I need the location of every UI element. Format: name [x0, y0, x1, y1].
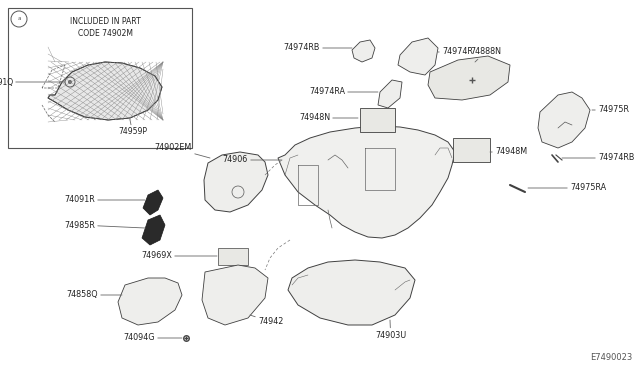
- Text: 74985R: 74985R: [64, 221, 145, 230]
- Polygon shape: [288, 260, 415, 325]
- Text: 74975RA: 74975RA: [528, 183, 606, 192]
- Polygon shape: [218, 248, 248, 265]
- Text: 74903U: 74903U: [375, 320, 406, 340]
- Text: 74948M: 74948M: [490, 148, 527, 157]
- Polygon shape: [278, 126, 455, 238]
- Polygon shape: [143, 190, 163, 215]
- Polygon shape: [118, 278, 182, 325]
- Text: 74091R: 74091R: [64, 196, 145, 205]
- Polygon shape: [453, 138, 490, 162]
- Text: 74974RB: 74974RB: [284, 44, 352, 52]
- Circle shape: [68, 80, 72, 84]
- Text: 74948N: 74948N: [299, 113, 358, 122]
- Polygon shape: [202, 265, 268, 325]
- Text: 74888N: 74888N: [470, 48, 501, 62]
- Polygon shape: [48, 62, 162, 120]
- Text: 74942: 74942: [250, 315, 284, 327]
- Text: 74974RB: 74974RB: [562, 154, 634, 163]
- Text: 74094G: 74094G: [124, 334, 182, 343]
- Text: 74906: 74906: [223, 155, 282, 164]
- Polygon shape: [378, 80, 402, 108]
- Polygon shape: [142, 215, 165, 245]
- Polygon shape: [204, 152, 268, 212]
- Text: 74091Q: 74091Q: [0, 77, 65, 87]
- Text: a: a: [17, 16, 20, 22]
- Text: 74975R: 74975R: [592, 106, 629, 115]
- Polygon shape: [360, 108, 395, 132]
- Text: 74858Q: 74858Q: [67, 291, 122, 299]
- Polygon shape: [538, 92, 590, 148]
- Text: CODE 74902M: CODE 74902M: [77, 29, 132, 38]
- Polygon shape: [428, 56, 510, 100]
- Text: 74959P: 74959P: [118, 120, 147, 137]
- Text: 74974R: 74974R: [438, 48, 473, 57]
- Polygon shape: [352, 40, 375, 62]
- Text: 74902EM: 74902EM: [155, 144, 210, 158]
- Text: INCLUDED IN PART: INCLUDED IN PART: [70, 17, 140, 26]
- Polygon shape: [398, 38, 438, 75]
- Text: 74974RA: 74974RA: [309, 87, 378, 96]
- FancyBboxPatch shape: [8, 8, 192, 148]
- Text: E7490023: E7490023: [589, 353, 632, 362]
- Text: 74969X: 74969X: [141, 251, 217, 260]
